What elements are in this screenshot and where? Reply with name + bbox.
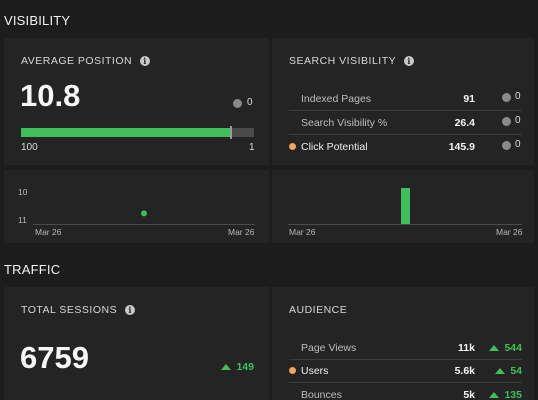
triangle-up-icon bbox=[495, 368, 506, 374]
average-position-value: 10.8 bbox=[20, 78, 81, 113]
bounces-delta: 135 bbox=[478, 389, 522, 400]
gray-dot-icon bbox=[502, 93, 511, 102]
search-visibility-pct-count: 0 bbox=[515, 115, 521, 126]
indexed-pages-value: 91 bbox=[463, 93, 475, 105]
audience-title: AUDIENCE bbox=[289, 304, 347, 316]
gray-dot-icon bbox=[233, 99, 242, 108]
chart-point[interactable] bbox=[141, 210, 147, 217]
position-chart bbox=[33, 210, 255, 225]
row-divider bbox=[289, 382, 522, 383]
visibility-section-title: VISIBILITY bbox=[4, 13, 71, 28]
page-views-delta-value: 544 bbox=[504, 342, 522, 354]
total-sessions-value: 6759 bbox=[20, 340, 89, 375]
gray-dot-icon bbox=[502, 117, 511, 126]
average-position-title: AVERAGE POSITION i bbox=[21, 55, 151, 67]
total-sessions-delta: 149 bbox=[200, 361, 254, 373]
total-sessions-title: TOTAL SESSIONS i bbox=[21, 304, 136, 316]
users-delta-value: 54 bbox=[510, 365, 522, 377]
y-tick-label: 11 bbox=[18, 215, 27, 225]
x-tick-label: Mar 26 bbox=[35, 227, 62, 237]
average-position-bar-fill bbox=[21, 128, 231, 137]
row-divider bbox=[289, 359, 522, 360]
users-delta: 54 bbox=[478, 365, 522, 377]
search-visibility-title-text: SEARCH VISIBILITY bbox=[289, 55, 397, 67]
indexed-pages-count: 0 bbox=[515, 91, 521, 102]
indexed-pages-label: Indexed Pages bbox=[301, 93, 372, 105]
click-potential-value: 145.9 bbox=[448, 141, 475, 153]
y-tick-label: 10 bbox=[18, 187, 28, 197]
x-tick-label: Mar 26 bbox=[289, 227, 316, 237]
average-position-title-text: AVERAGE POSITION bbox=[21, 55, 133, 67]
triangle-up-icon bbox=[489, 345, 500, 351]
triangle-up-icon bbox=[221, 364, 232, 370]
total-sessions-delta-value: 149 bbox=[236, 361, 254, 373]
audience-title-text: AUDIENCE bbox=[289, 304, 348, 316]
audience-card bbox=[272, 287, 534, 400]
click-potential-count: 0 bbox=[515, 139, 521, 150]
page-views-delta: 544 bbox=[478, 342, 522, 354]
traffic-section-title: TRAFFIC bbox=[4, 262, 61, 277]
page-views-value: 11k bbox=[458, 342, 475, 354]
bar-right-label: 1 bbox=[249, 142, 255, 153]
gray-dot-icon bbox=[502, 141, 511, 150]
chart-bar[interactable] bbox=[401, 188, 410, 224]
total-sessions-card bbox=[4, 287, 269, 400]
bounces-delta-value: 135 bbox=[504, 389, 522, 400]
info-icon[interactable]: i bbox=[404, 56, 415, 66]
average-position-card bbox=[4, 38, 269, 165]
info-icon[interactable]: i bbox=[140, 56, 151, 66]
click-potential-label: Click Potential bbox=[301, 141, 368, 153]
average-position-bar-marker bbox=[230, 126, 232, 139]
orange-dot-icon bbox=[289, 143, 296, 150]
bar-left-label: 100 bbox=[21, 142, 38, 153]
average-position-bar-track bbox=[21, 126, 254, 139]
search-visibility-pct-value: 26.4 bbox=[454, 117, 475, 129]
position-chart-card bbox=[4, 170, 269, 243]
x-tick-label: Mar 26 bbox=[496, 227, 523, 237]
average-position-count: 0 bbox=[247, 97, 253, 108]
row-divider bbox=[289, 134, 522, 135]
row-divider bbox=[289, 110, 522, 111]
orange-dot-icon bbox=[289, 367, 296, 374]
page-views-label: Page Views bbox=[301, 342, 357, 354]
info-icon[interactable]: i bbox=[125, 305, 136, 315]
triangle-up-icon bbox=[489, 392, 500, 398]
search-visibility-pct-label: Search Visibility % bbox=[301, 117, 388, 129]
search-visibility-title: SEARCH VISIBILITY i bbox=[289, 55, 415, 67]
bounces-value: 5k bbox=[463, 389, 475, 400]
visibility-chart bbox=[288, 188, 522, 225]
users-label: Users bbox=[301, 365, 329, 377]
search-visibility-card bbox=[272, 38, 534, 165]
x-tick-label: Mar 26 bbox=[228, 227, 255, 237]
bounces-label: Bounces bbox=[301, 389, 342, 400]
total-sessions-title-text: TOTAL SESSIONS bbox=[21, 304, 118, 316]
users-value: 5.6k bbox=[454, 365, 475, 377]
